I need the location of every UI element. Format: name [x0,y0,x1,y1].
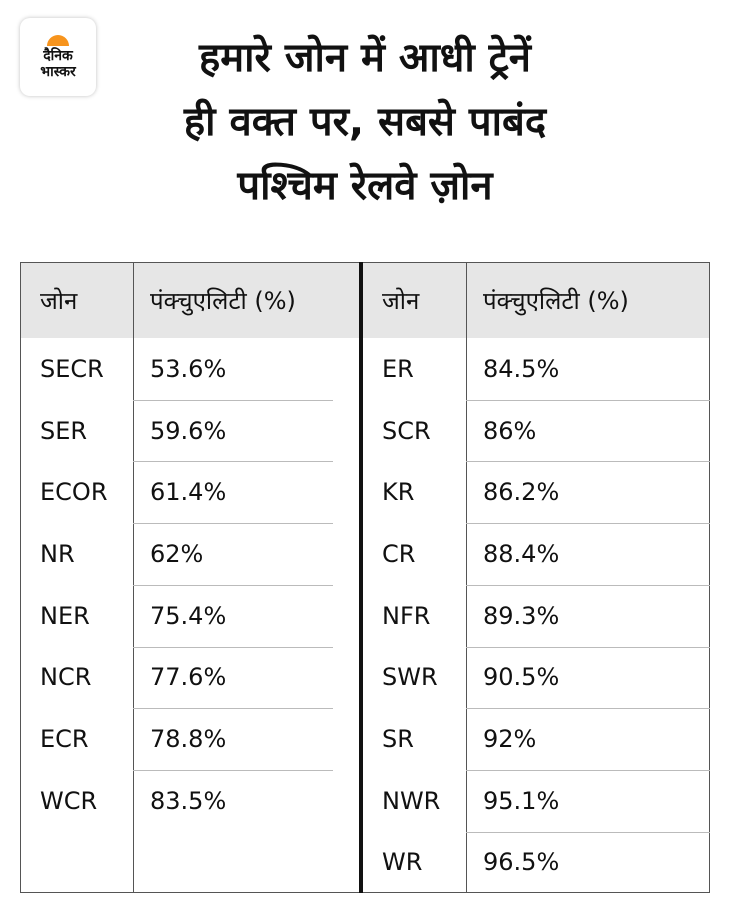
zone-cell: NR [40,539,75,568]
value-cell: 53.6% [150,354,227,383]
row-line [466,584,710,586]
value-cell: 62% [150,539,204,568]
value-cell: 86% [483,416,537,445]
column-line [133,262,134,893]
row-line [466,708,710,710]
header-row [21,263,709,338]
column-header: जोन [382,286,420,315]
logo-icon [47,34,69,46]
row-line [466,399,710,401]
title-line: हमारे जोन में आधी ट्रेनें [199,35,531,81]
logo-text: भास्कर [40,63,76,80]
zone-cell: SECR [40,354,104,383]
value-cell: 95.1% [483,786,560,815]
row-line [466,769,710,771]
zone-cell: NWR [382,786,441,815]
value-cell: 84.5% [483,354,560,383]
column-header: जोन [40,286,78,315]
value-cell: 83.5% [150,786,227,815]
zone-cell: KR [382,478,415,507]
value-cell: 96.5% [483,848,560,877]
row-line [466,461,710,463]
row-line [466,523,710,525]
zone-cell: ECR [40,725,89,754]
zone-cell: SR [382,725,414,754]
title-line: पश्चिम रेलवे ज़ोन [237,163,493,209]
row-line [133,399,333,401]
row-line [133,584,333,586]
value-cell: 92% [483,725,537,754]
value-cell: 90.5% [483,663,560,692]
zone-cell: NFR [382,601,431,630]
row-line [133,646,333,648]
zone-cell: CR [382,539,416,568]
zone-cell: WCR [40,786,98,815]
value-cell: 77.6% [150,663,227,692]
value-cell: 75.4% [150,601,227,630]
table [20,262,710,893]
zone-cell: ECOR [40,478,108,507]
zone-cell: SWR [382,663,438,692]
value-cell: 59.6% [150,416,227,445]
row-line [466,646,710,648]
value-cell: 61.4% [150,478,227,507]
title-line: ही वक्त पर, सबसे पाबंद [183,99,547,145]
zone-cell: ER [382,354,414,383]
column-header: पंक्चुएलिटी (%) [150,286,296,315]
value-cell: 86.2% [483,478,560,507]
zone-cell: SER [40,416,88,445]
logo-text: दैनिक [43,47,73,64]
row-line [133,461,333,463]
column-line [466,262,467,893]
row-line [133,769,333,771]
row-line [466,831,710,833]
value-cell: 89.3% [483,601,560,630]
logo: दैनिक भास्कर [20,18,96,96]
zone-cell: WR [382,848,423,877]
row-line [133,708,333,710]
title: हमारे जोन में आधी ट्रेनें ही वक्त पर, सब… [100,26,630,218]
value-cell: 88.4% [483,539,560,568]
zone-cell: NER [40,601,90,630]
divider [359,262,363,893]
value-cell: 78.8% [150,725,227,754]
zone-cell: SCR [382,416,431,445]
column-header: पंक्चुएलिटी (%) [483,286,629,315]
row-line [133,523,333,525]
zone-cell: NCR [40,663,92,692]
